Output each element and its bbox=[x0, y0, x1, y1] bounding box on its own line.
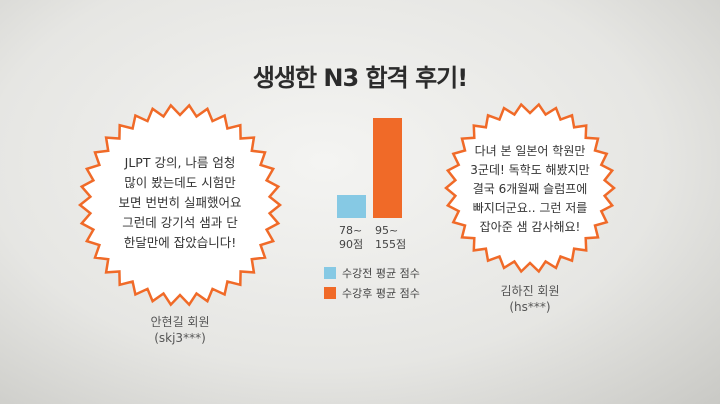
quote-line: 잡아준 샘 감사해요! bbox=[479, 220, 581, 234]
reviewer: 안현길 회원 (skj3***) bbox=[110, 314, 250, 346]
quote-line: 그런데 강기석 샘과 단 bbox=[122, 215, 238, 230]
bar bbox=[337, 195, 366, 218]
quote-line: 결국 6개월째 슬럼프에 bbox=[472, 182, 588, 196]
reviewer-name: 안현길 회원 bbox=[150, 315, 210, 329]
quote-line: 빠지더군요.. 그런 저를 bbox=[472, 201, 588, 215]
starburst bbox=[444, 102, 616, 274]
title: 생생한 N3 합격 후기! bbox=[252, 64, 468, 92]
quote-line: 다녀 본 일본어 학원만 bbox=[474, 144, 586, 158]
legend-swatch bbox=[324, 287, 336, 299]
quote-line: 한달만에 잡았습니다! bbox=[123, 235, 237, 250]
quote-line: 많이 봤는데도 시험만 bbox=[124, 175, 236, 190]
legend-label: 수강후 평균 점수 bbox=[342, 287, 420, 300]
reviewer-id: (skj3***) bbox=[154, 331, 206, 345]
x-tick-label: 78~ 90점 bbox=[339, 224, 364, 251]
legend-item: 수강전 평균 점수 bbox=[324, 265, 420, 281]
legend-label: 수강전 평균 점수 bbox=[342, 267, 420, 280]
reviewer: 김하진 회원 (hs***) bbox=[470, 283, 590, 315]
bar bbox=[373, 118, 402, 218]
quote-line: JLPT 강의, 나름 엄청 bbox=[124, 155, 236, 170]
reviewer-name: 김하진 회원 bbox=[500, 284, 560, 298]
starburst bbox=[77, 103, 283, 307]
legend-swatch bbox=[324, 267, 336, 279]
quote-line: 보면 번번히 실패했어요 bbox=[118, 195, 242, 210]
x-tick-label: 95~ 155점 bbox=[375, 224, 407, 251]
reviewer-id: (hs***) bbox=[509, 300, 551, 314]
quote-line: 3군데! 독학도 해봤지만 bbox=[470, 163, 590, 177]
legend-item: 수강후 평균 점수 bbox=[324, 285, 420, 301]
